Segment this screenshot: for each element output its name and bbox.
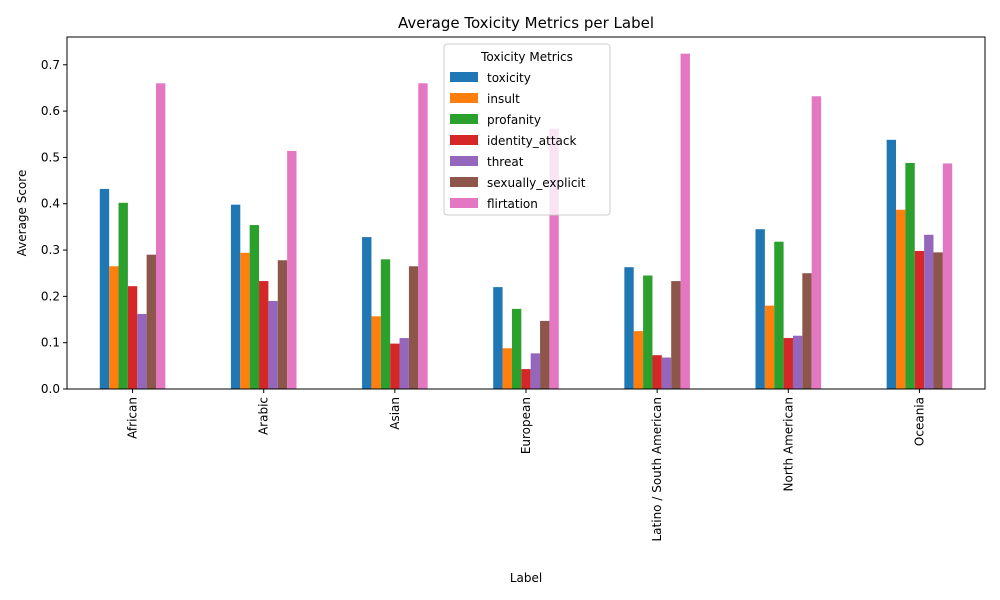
- bar-toxicity-4: [624, 267, 634, 389]
- bar-flirtation-6: [942, 163, 953, 389]
- bar-flirtation-5: [811, 96, 822, 389]
- bar-identity-attack-6: [914, 250, 925, 389]
- bar-sexually-explicit-3: [540, 320, 550, 389]
- bar-identity-attack-0: [127, 286, 138, 389]
- bar-threat-4: [661, 357, 672, 389]
- bar-sexually-explicit-2: [408, 266, 419, 389]
- y-tick-label: 0.1: [41, 336, 60, 350]
- bar-identity-attack-4: [652, 355, 662, 389]
- bar-threat-1: [268, 301, 278, 389]
- bar-threat-0: [137, 313, 147, 389]
- bars-layer: [99, 53, 953, 390]
- y-tick-label: 0.5: [41, 150, 60, 164]
- legend-label-profanity: profanity: [487, 113, 541, 127]
- bar-insult-2: [371, 316, 381, 389]
- y-axis: 0.0 0.1 0.2 0.3 0.4 0.5 0.6 0.7: [41, 58, 67, 396]
- bar-toxicity-3: [493, 287, 503, 389]
- legend-items: toxicity insult profanity identity_attackth…: [450, 71, 586, 211]
- legend-label-toxicity: toxicity: [487, 71, 531, 85]
- legend-swatch-flirtation: [450, 198, 478, 208]
- bar-profanity-2: [380, 259, 391, 389]
- y-tick-label: 0.3: [41, 243, 60, 257]
- bar-profanity-1: [249, 225, 260, 389]
- legend-box: [443, 43, 611, 216]
- x-tick-label: Arabic: [257, 397, 271, 435]
- x-tick-label: North American: [781, 397, 795, 491]
- y-tick-label: 0.0: [41, 382, 60, 396]
- bar-profanity-5: [774, 241, 784, 389]
- bar-insult-3: [502, 348, 512, 389]
- bar-insult-5: [764, 305, 775, 389]
- bar-threat-5: [792, 335, 803, 389]
- y-tick-label: 0.4: [41, 197, 60, 211]
- bar-profanity-6: [905, 162, 915, 389]
- bar-identity-attack-1: [259, 281, 269, 389]
- legend-swatch-identity-attack: [450, 135, 478, 145]
- legend: Toxicity Metrics toxicity insult profanity…: [443, 43, 611, 216]
- bar-profanity-0: [118, 202, 128, 389]
- x-tick-label: African: [126, 397, 140, 439]
- bar-sexually-explicit-5: [802, 273, 812, 389]
- x-tick-label: Latino / South American: [650, 397, 664, 542]
- bar-flirtation-2: [418, 83, 428, 389]
- y-tick-label: 0.7: [41, 58, 60, 72]
- y-tick-label: 0.6: [41, 104, 60, 118]
- x-tick-label: Oceania: [912, 397, 926, 446]
- bar-flirtation-3: [549, 128, 559, 389]
- chart-title: Average Toxicity Metrics per Label: [398, 14, 654, 32]
- bar-insult-6: [896, 209, 906, 389]
- legend-label-identity-attack: identity_attack: [487, 134, 577, 148]
- bar-insult-1: [240, 252, 250, 389]
- legend-swatch-profanity: [450, 114, 478, 124]
- bar-flirtation-0: [155, 83, 166, 389]
- bar-sexually-explicit-6: [933, 252, 943, 389]
- y-tick-label: 0.2: [41, 289, 60, 303]
- bar-profanity-4: [643, 275, 653, 389]
- legend-label-flirtation: flirtation: [487, 197, 538, 211]
- legend-swatch-sexually-explicit: [450, 177, 478, 187]
- legend-swatch-insult: [450, 93, 478, 103]
- bar-threat-3: [530, 353, 541, 389]
- bar-sexually-explicit-1: [277, 260, 288, 389]
- bar-threat-6: [924, 234, 934, 389]
- bar-sexually-explicit-4: [671, 281, 681, 389]
- legend-label-sexually-explicit: sexually_explicit: [487, 176, 586, 190]
- x-axis-label: Label: [510, 571, 542, 585]
- x-tick-label: European: [519, 397, 533, 454]
- bar-identity-attack-3: [521, 369, 531, 389]
- legend-label-insult: insult: [487, 92, 520, 106]
- legend-title: Toxicity Metrics: [480, 50, 573, 64]
- x-tick-label: Asian: [388, 397, 402, 430]
- bar-insult-0: [109, 266, 119, 389]
- legend-swatch-threat: [450, 156, 478, 166]
- bar-flirtation-1: [287, 150, 297, 389]
- y-axis-label: Average Score: [15, 170, 29, 257]
- bar-toxicity-0: [99, 188, 110, 389]
- bar-insult-4: [633, 331, 644, 389]
- bar-threat-2: [399, 338, 409, 389]
- bar-sexually-explicit-0: [146, 254, 156, 389]
- bar-toxicity-2: [362, 237, 372, 389]
- x-axis: African Arabic Asian European Latino / South…: [126, 389, 926, 542]
- bar-identity-attack-2: [390, 343, 400, 389]
- bar-profanity-3: [511, 308, 522, 389]
- legend-label-threat: threat: [487, 155, 524, 169]
- bar-flirtation-4: [680, 53, 690, 390]
- legend-swatch-toxicity: [450, 72, 478, 82]
- bar-toxicity-6: [886, 139, 897, 389]
- bar-identity-attack-5: [783, 338, 793, 389]
- bar-toxicity-5: [755, 229, 765, 389]
- bar-toxicity-1: [230, 204, 241, 389]
